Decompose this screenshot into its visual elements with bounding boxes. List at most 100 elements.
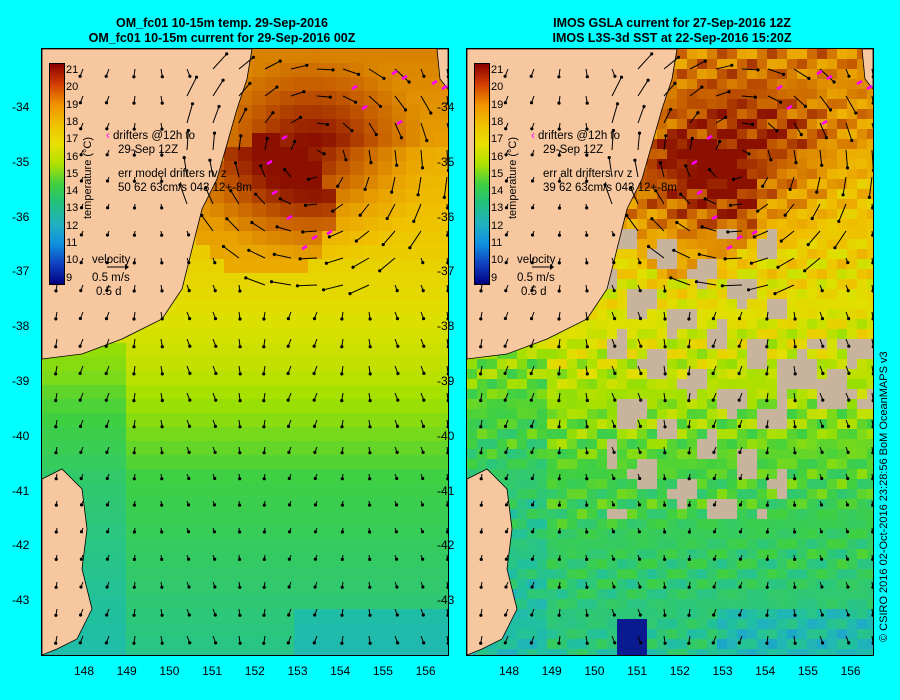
left-current-arrows — [54, 52, 448, 645]
left-drifter-7 — [301, 244, 308, 251]
right-drifter-11 — [821, 119, 828, 126]
left-drifters — [266, 69, 448, 251]
left-drifters-label: drifters @12h to — [113, 130, 196, 142]
left-lon-tick-8: 156 — [415, 664, 436, 678]
left-colorbar-tick-7: 14 — [66, 185, 79, 198]
left-velocity-arrow-icon — [107, 264, 129, 270]
left-lon-tick-1: 149 — [116, 664, 137, 678]
right-colorbar-tick-8: 13 — [491, 202, 504, 215]
left-colorbar-tick-9: 12 — [66, 219, 79, 232]
right-colorbar-tick-6: 15 — [491, 167, 504, 180]
left-lat-tick-1: -35 — [12, 154, 30, 169]
right-colorbar-tick-3: 18 — [491, 115, 504, 128]
right-lat-tick-7: -41 — [437, 483, 455, 498]
right-lat-tick-4: -38 — [437, 319, 455, 334]
right-tasmania-land — [467, 468, 518, 655]
left-lat-tick-9: -43 — [12, 593, 30, 608]
right-velocity-speed: 0.5 m/s — [517, 272, 555, 284]
left-map-title: OM_fc01 10-15m temp. 29-Sep-2016 OM_fc01… — [12, 16, 432, 46]
credit-text: © CSIRO 2016 02-Oct-2016 23:28:56 BoM Oc… — [878, 351, 890, 642]
left-drifter-12 — [311, 234, 318, 241]
right-lat-tick-8: -42 — [437, 538, 455, 553]
left-drifter-8 — [326, 229, 333, 236]
left-lon-tick-4: 152 — [244, 664, 265, 678]
left-colorbar-tick-3: 18 — [66, 115, 79, 128]
right-drifter-13 — [866, 84, 873, 91]
right-colorbar-tick-9: 12 — [491, 219, 504, 232]
right-colorbar-tick-7: 14 — [491, 185, 504, 198]
left-velocity-label: velocity — [92, 254, 131, 266]
right-drifter-0 — [816, 69, 823, 76]
right-colorbar-tick-2: 19 — [491, 98, 504, 111]
left-drifter-11 — [396, 119, 403, 126]
right-australia-land — [467, 49, 678, 360]
left-lon-tick-5: 153 — [287, 664, 308, 678]
left-drifter-5 — [271, 189, 278, 196]
left-err-values: 50 62 63cm/s 043 12+-8m — [118, 182, 252, 194]
right-colorbar-label: temperature (°C) — [507, 136, 519, 219]
right-drifters — [691, 69, 873, 251]
left-edge-land — [436, 49, 448, 90]
left-drifter-4 — [266, 159, 273, 166]
left-lat-tick-0: -34 — [12, 100, 30, 114]
left-colorbar — [49, 63, 65, 285]
right-lat-tick-3: -37 — [437, 264, 455, 279]
right-lon-tick-5: 153 — [712, 664, 733, 678]
left-tasmania-land — [42, 468, 93, 655]
right-edge-land — [861, 49, 873, 90]
left-drifter-9 — [351, 84, 358, 91]
right-drifter-2 — [856, 79, 863, 86]
right-velocity-time: 0.5 d — [521, 286, 547, 298]
right-drifters-legend: ‹ drifters @12h to — [531, 130, 621, 142]
right-colorbar-tick-0: 21 — [491, 64, 504, 76]
right-drifter-9 — [776, 84, 783, 91]
left-drifter-0 — [391, 69, 398, 76]
left-drifter-1 — [401, 74, 408, 81]
right-err-values: 39 62 63cm/s 043 12+-8m — [543, 182, 677, 194]
left-drifters-time: 29-Sep 12Z — [118, 144, 179, 156]
left-drifters-legend: ‹ drifters @12h to — [106, 130, 196, 142]
left-lat-tick-5: -39 — [12, 374, 30, 388]
left-map-field — [42, 49, 448, 655]
right-lat-tick-6: -40 — [437, 428, 455, 443]
left-colorbar-tick-12: 9 — [66, 271, 73, 284]
right-lon-tick-2: 150 — [584, 664, 605, 678]
right-colorbar-tick-10: 11 — [491, 237, 503, 249]
left-title-line1: OM_fc01 10-15m temp. 29-Sep-2016 — [116, 16, 328, 30]
left-drifter-6 — [286, 214, 293, 221]
right-map — [466, 48, 874, 656]
right-map-title: IMOS GSLA current for 27-Sep-2016 12Z IM… — [462, 16, 882, 46]
right-lat-tick-5: -39 — [437, 374, 455, 388]
right-colorbar-tick-5: 16 — [491, 150, 504, 163]
right-lon-tick-7: 155 — [797, 664, 818, 678]
left-velocity-time: 0.5 d — [96, 286, 122, 298]
right-colorbar — [474, 63, 490, 285]
left-colorbar-tick-2: 19 — [66, 98, 79, 111]
left-lat-tick-4: -38 — [12, 319, 30, 334]
left-drifter-2 — [431, 79, 438, 86]
right-err-label: err alt drifters rv z — [543, 168, 633, 180]
right-lon-tick-1: 149 — [541, 664, 562, 678]
right-title-line1: IMOS GSLA current for 27-Sep-2016 12Z — [553, 16, 791, 30]
right-colorbar-tick-4: 17 — [491, 133, 504, 146]
left-colorbar-tick-1: 20 — [66, 81, 79, 94]
left-colorbar-tick-4: 17 — [66, 133, 79, 146]
right-lat-tick-9: -43 — [437, 593, 455, 608]
right-drifter-1 — [826, 74, 833, 81]
right-drifter-3 — [706, 134, 713, 141]
left-drifter-10 — [361, 104, 368, 111]
left-lat-tick-3: -37 — [12, 264, 30, 279]
right-lon-tick-6: 154 — [755, 664, 776, 678]
left-lon-tick-0: 148 — [73, 664, 95, 678]
right-drifters-label: drifters @12h to — [538, 130, 621, 142]
right-title-line2: IMOS L3S-3d SST at 22-Sep-2016 15:20Z — [552, 31, 792, 45]
left-map — [41, 48, 449, 656]
left-colorbar-tick-5: 16 — [66, 150, 79, 163]
right-lon-tick-3: 151 — [627, 664, 648, 678]
left-colorbar-tick-6: 15 — [66, 167, 79, 180]
right-lon-tick-8: 156 — [840, 664, 861, 678]
right-lon-tick-4: 152 — [669, 664, 690, 678]
left-lon-tick-3: 151 — [202, 664, 223, 678]
right-drifters-time: 29-Sep 12Z — [543, 144, 604, 156]
left-colorbar-tick-0: 21 — [66, 64, 79, 76]
